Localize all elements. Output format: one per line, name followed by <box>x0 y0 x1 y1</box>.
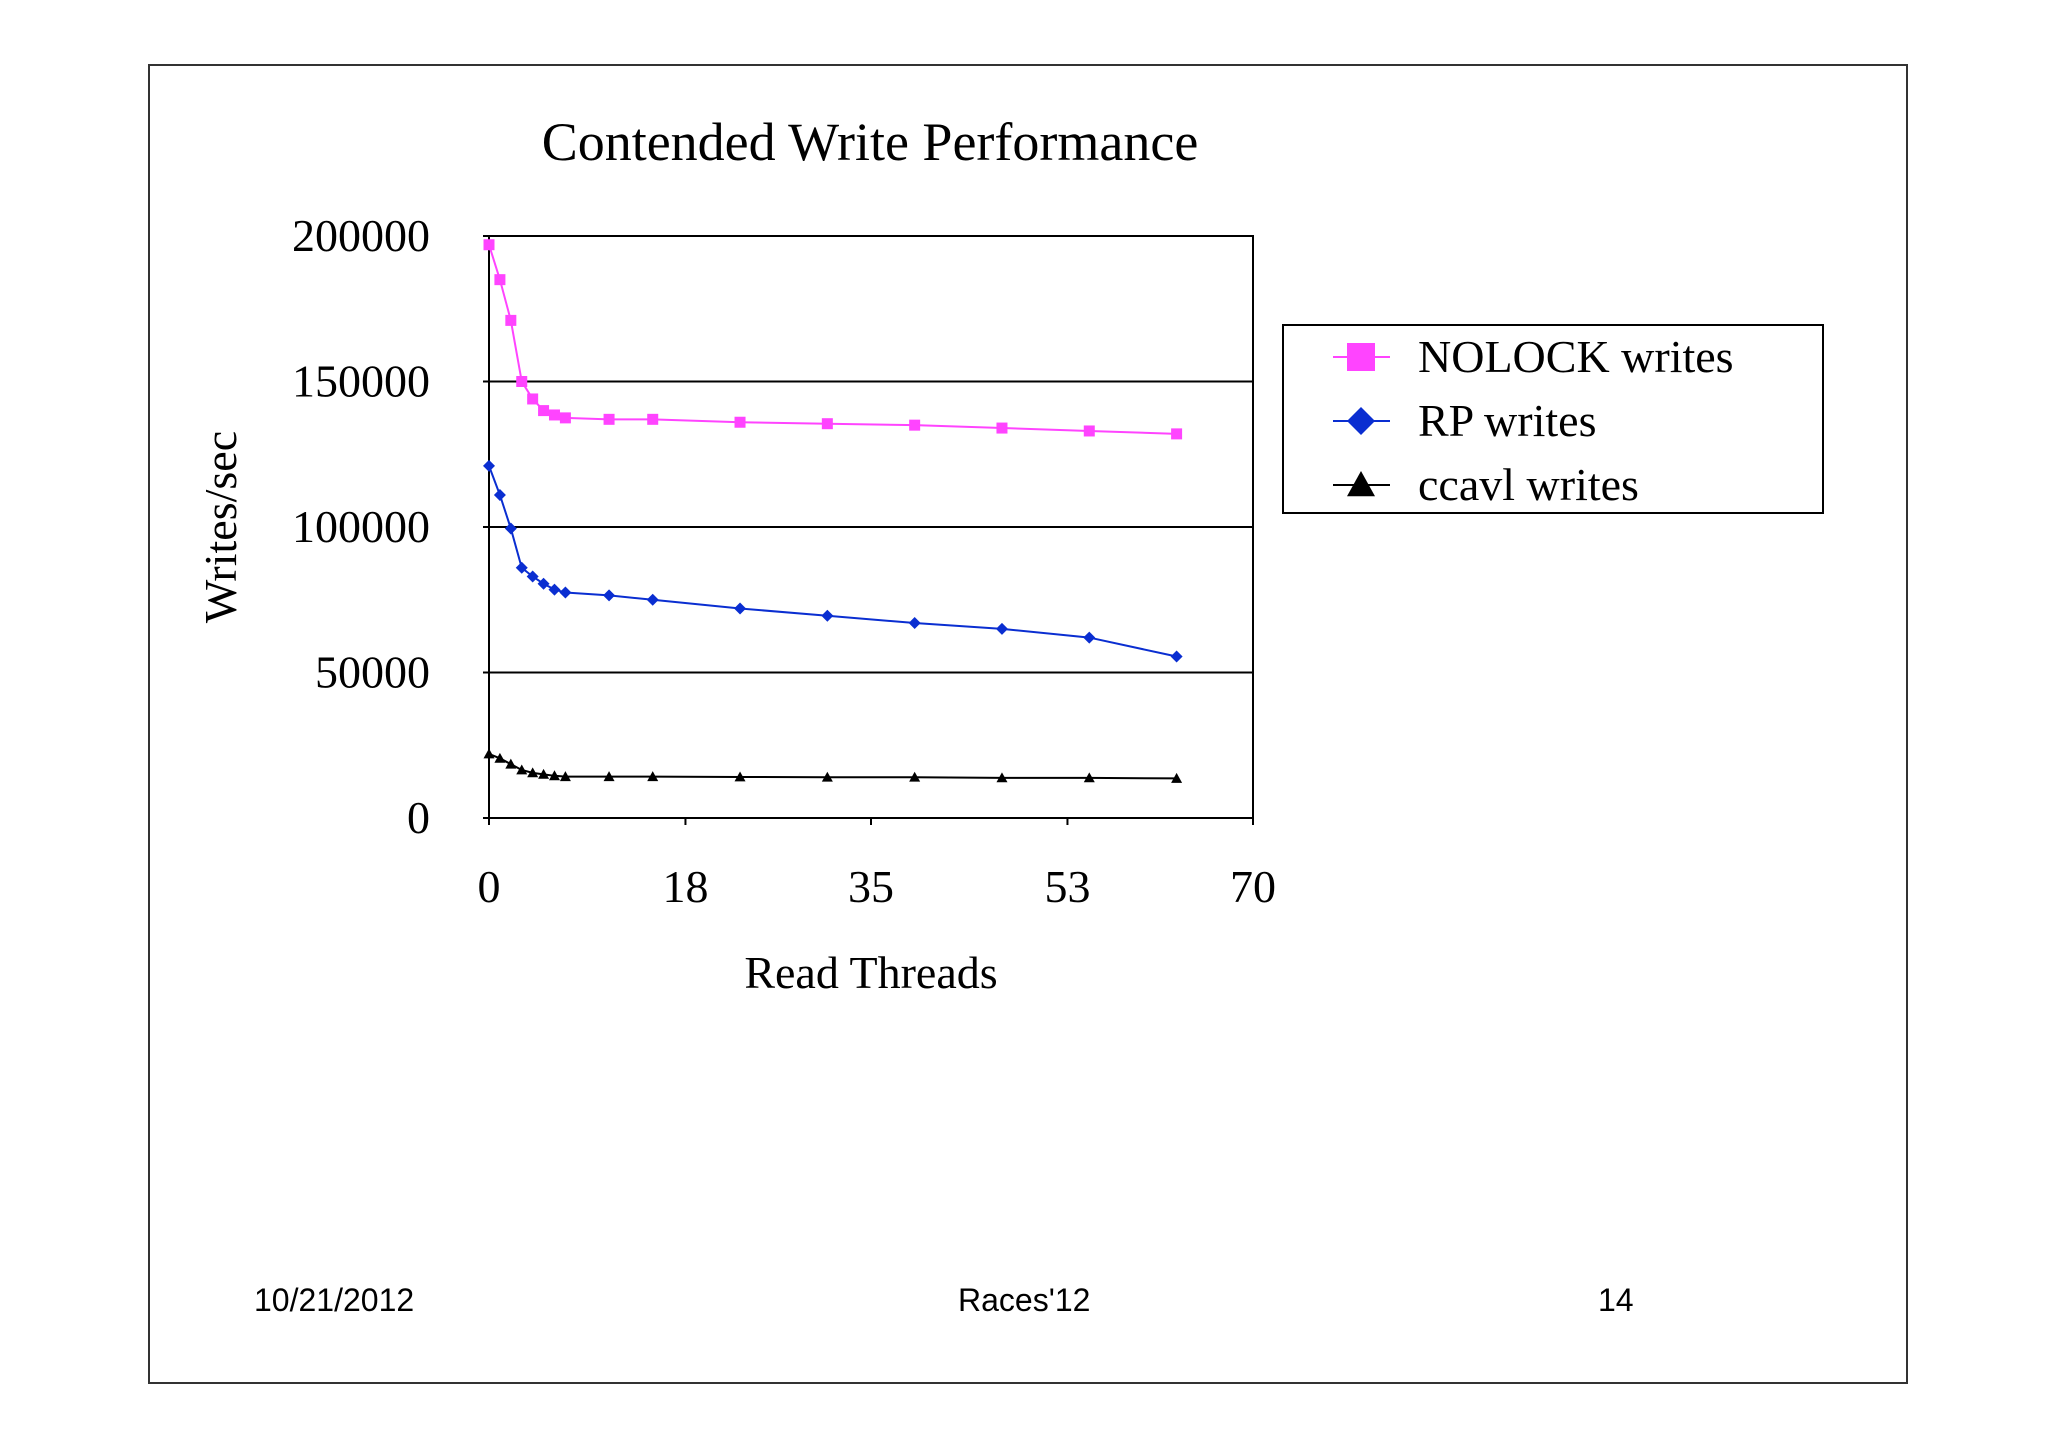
footer-date: 10/21/2012 <box>254 1282 415 1318</box>
y-tick-label: 0 <box>407 792 430 843</box>
footer-page-number: 14 <box>1598 1282 1634 1318</box>
data-point <box>505 314 517 326</box>
data-point <box>1083 425 1095 437</box>
series-line <box>488 753 1177 780</box>
y-tick-label: 50000 <box>315 647 430 698</box>
data-point <box>647 771 659 782</box>
x-axis-label: Read Threads <box>744 947 997 998</box>
data-point <box>734 602 747 615</box>
series-diamond <box>483 459 1183 663</box>
legend-marker <box>1347 471 1375 497</box>
data-point <box>538 768 550 779</box>
legend-label: RP writes <box>1418 395 1596 446</box>
y-tick-label: 100000 <box>292 501 430 552</box>
legend-marker <box>1347 407 1375 435</box>
series-line <box>488 465 1177 658</box>
data-point <box>1083 772 1095 783</box>
data-point <box>494 274 506 286</box>
data-point <box>548 583 561 596</box>
data-point <box>516 376 528 387</box>
gridlines <box>489 380 1253 674</box>
data-point <box>734 416 746 428</box>
x-tick-label: 35 <box>848 861 894 912</box>
y-tick-label: 150000 <box>292 356 430 407</box>
data-point <box>483 239 495 251</box>
data-point <box>526 570 539 583</box>
data-point <box>516 764 528 775</box>
legend: NOLOCK writes RP writes ccavl writes <box>1282 324 1824 514</box>
x-axis-ticks: 0 18 35 53 70 <box>478 818 1276 912</box>
data-point <box>821 771 833 782</box>
data-point <box>527 393 539 405</box>
legend-marker <box>1347 343 1375 371</box>
data-point <box>1083 631 1096 644</box>
y-tick-label: 200000 <box>292 210 430 261</box>
series-triangle <box>483 748 1183 783</box>
data-point <box>996 422 1008 434</box>
y-axis-ticks: 0 50000 100000 150000 200000 <box>292 210 489 843</box>
data-point <box>734 771 746 782</box>
data-point <box>603 589 616 602</box>
data-point <box>603 771 615 782</box>
y-axis-label: Writes/sec <box>195 431 246 623</box>
data-point <box>494 752 506 763</box>
legend-items: NOLOCK writes RP writes ccavl writes <box>1333 331 1734 510</box>
data-point <box>821 609 834 622</box>
footer-center: Races'12 <box>958 1282 1091 1318</box>
data-point <box>646 593 659 606</box>
data-point <box>538 405 550 417</box>
x-tick-label: 0 <box>478 861 501 912</box>
data-point <box>647 413 659 425</box>
data-point <box>504 522 517 535</box>
data-point <box>559 586 572 599</box>
data-point <box>515 561 528 574</box>
data-point <box>1170 650 1183 663</box>
data-point <box>527 767 539 778</box>
data-point <box>821 418 833 430</box>
data-point <box>548 409 560 421</box>
slide-frame <box>148 64 1908 1384</box>
data-point <box>996 772 1008 783</box>
x-tick-label: 70 <box>1230 861 1276 912</box>
data-point <box>908 617 921 630</box>
data-point <box>483 748 495 759</box>
data-point <box>559 771 571 782</box>
data-point <box>493 488 506 501</box>
legend-label: ccavl writes <box>1418 459 1639 510</box>
data-point <box>603 413 615 425</box>
data-point <box>909 771 921 782</box>
data-point <box>537 577 550 590</box>
x-tick-label: 53 <box>1044 861 1090 912</box>
data-point <box>1171 772 1183 783</box>
series-layer <box>483 239 1183 783</box>
data-point <box>909 419 921 431</box>
data-point <box>483 459 495 472</box>
data-point <box>1171 428 1183 440</box>
data-point <box>548 770 560 781</box>
data-point <box>505 758 517 769</box>
chart-title: Contended Write Performance <box>542 112 1199 172</box>
x-tick-label: 18 <box>662 861 708 912</box>
data-point <box>559 412 571 424</box>
series-line <box>488 244 1177 435</box>
legend-label: NOLOCK writes <box>1418 331 1734 382</box>
data-point <box>995 622 1008 635</box>
series-square <box>483 239 1183 440</box>
